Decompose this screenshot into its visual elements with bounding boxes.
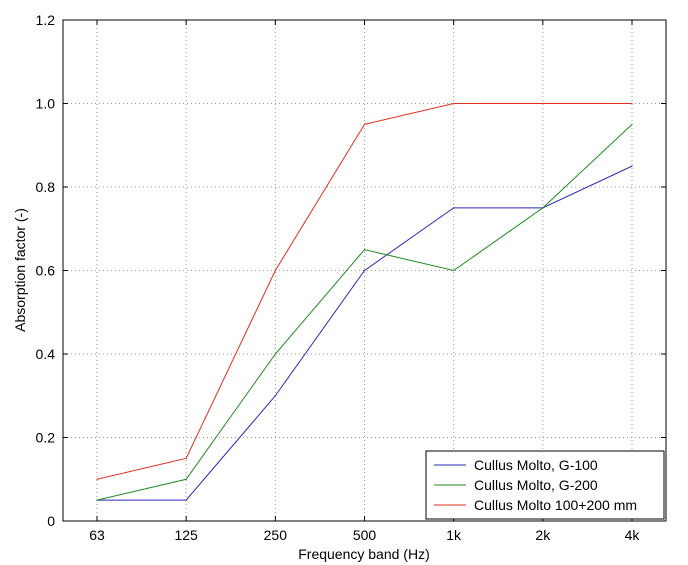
series-3-point (542, 102, 544, 105)
y-tick-label: 0.4 (36, 346, 56, 362)
x-axis-label: Frequency band (Hz) (298, 546, 430, 562)
series-3-point (453, 102, 455, 105)
axis-ticks: 63 125 250 500 1k 2k 4k 0 0.2 0.4 0.6 0.8 1.0 1.2 (36, 12, 666, 543)
legend: Cullus Molto, G-100 Cullus Molto, G-200 Cu… (425, 450, 665, 520)
series-3-point (274, 269, 276, 272)
y-tick-label: 1.0 (36, 96, 56, 112)
series-line-3 (96, 103, 632, 480)
x-tick-label: 1k (446, 527, 462, 543)
legend-entry-3: Cullus Molto 100+200 mm (474, 497, 637, 513)
y-tick-label: 0.2 (36, 430, 56, 446)
series-3-point (631, 102, 633, 105)
y-tick-label: 0 (47, 513, 55, 529)
series-3-point (185, 457, 187, 459)
series-2-point (274, 353, 276, 355)
series-1-point (185, 499, 187, 501)
series-2-point (542, 207, 544, 209)
series-2-point (453, 269, 455, 272)
y-tick-label: 0.8 (36, 179, 56, 195)
y-tick-label: 0.6 (36, 263, 56, 279)
legend-entry-2: Cullus Molto, G-200 (474, 477, 598, 493)
series-2-point (363, 249, 366, 251)
series-2-point (185, 478, 187, 480)
x-tick-label: 4k (625, 527, 641, 543)
series-group (96, 102, 633, 501)
series-1-point (363, 269, 366, 272)
x-tick-label: 125 (174, 527, 198, 543)
series-2-point (96, 499, 98, 501)
x-tick-label: 63 (89, 527, 105, 543)
series-3-point (96, 478, 98, 480)
series-1-point (631, 165, 633, 167)
series-2-point (631, 123, 633, 125)
legend-entry-1: Cullus Molto, G-100 (474, 457, 598, 473)
series-1-point (453, 207, 455, 209)
y-axis-label: Absorption factor (-) (12, 208, 28, 332)
y-tick-label: 1.2 (36, 12, 56, 28)
x-tick-label: 250 (264, 527, 288, 543)
x-tick-label: 500 (353, 527, 377, 543)
series-3-point (363, 123, 366, 125)
x-tick-label: 2k (535, 527, 551, 543)
series-1-point (274, 395, 276, 397)
